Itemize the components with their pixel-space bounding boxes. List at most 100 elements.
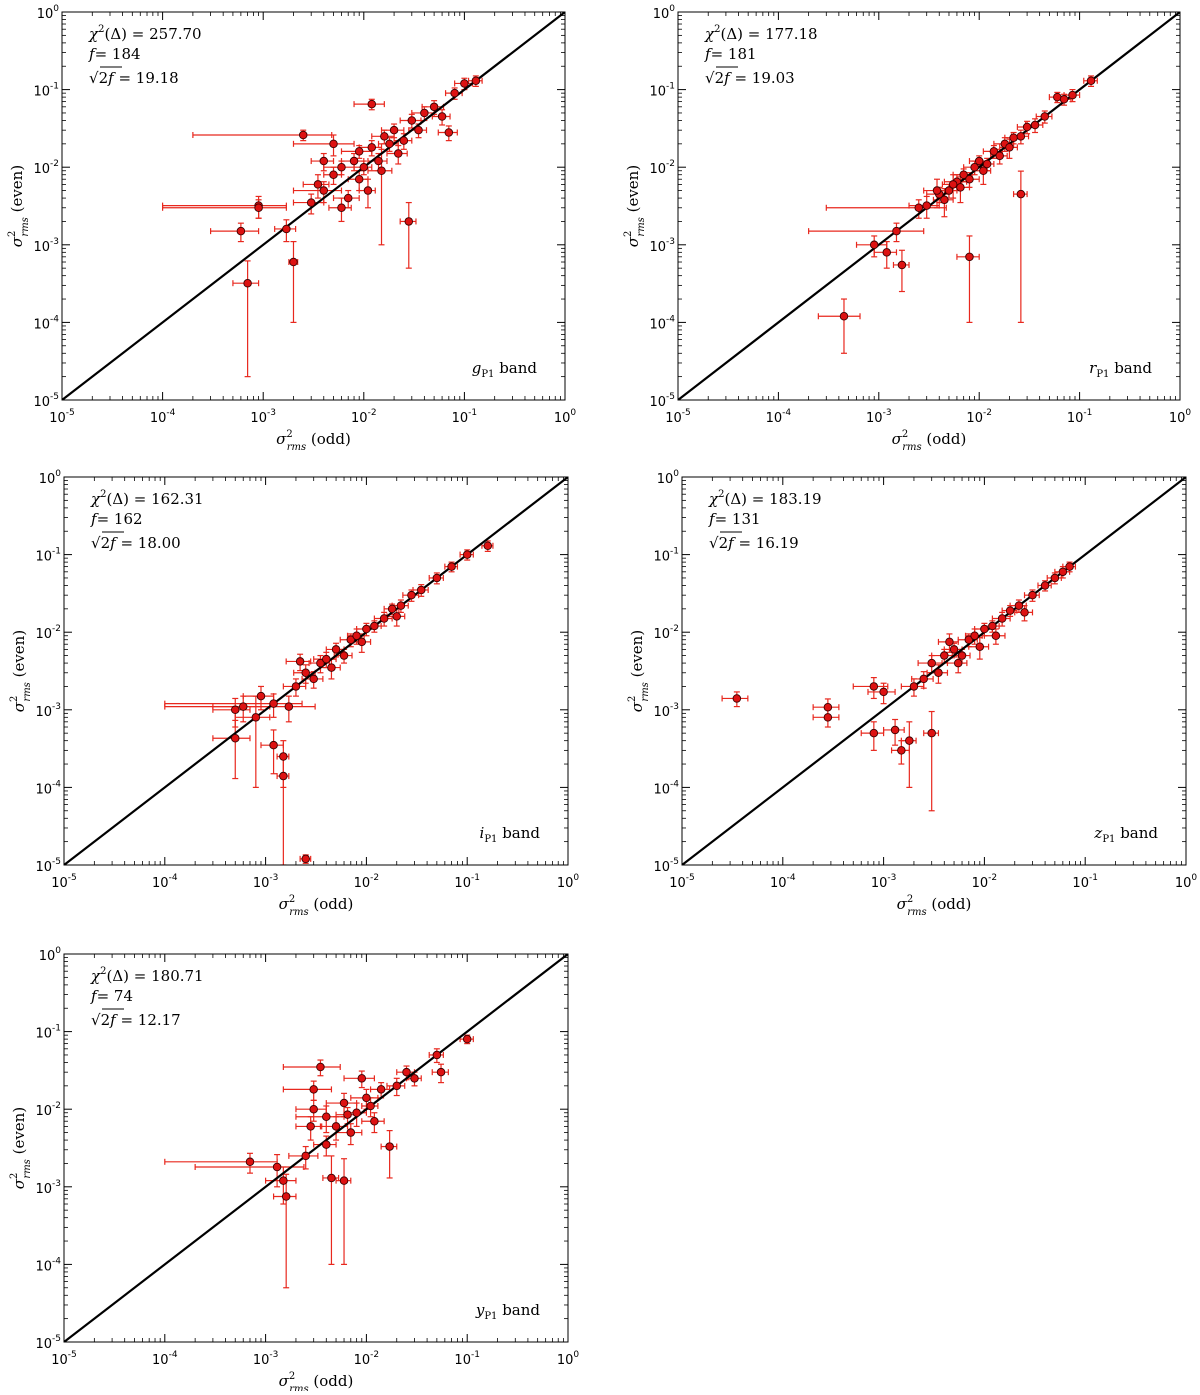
data-point (359, 162, 369, 172)
data-point (948, 180, 958, 189)
error-bar (817, 298, 861, 354)
chi2-annotation: χ2(Δ) = 180.71 (90, 966, 204, 985)
error-bar (260, 729, 284, 775)
data-point (343, 193, 353, 203)
data-point (306, 1122, 315, 1131)
data-point (823, 702, 833, 712)
x-tick-label: 10-1 (454, 1350, 480, 1368)
x-tick-label: 10-5 (665, 408, 691, 426)
x-tick-label: 10-4 (770, 873, 796, 891)
x-tick-label: 10-2 (354, 1350, 380, 1368)
data-point (327, 663, 336, 672)
error-bar (209, 222, 260, 243)
data-point (354, 174, 364, 184)
x-tick-label: 10-4 (152, 873, 178, 891)
plot-frame (63, 953, 569, 1343)
y-tick-label: 10-2 (649, 159, 675, 177)
data-point (339, 1098, 349, 1108)
panel-i-band: 10-510-5 10-4 10-4 10-3 10-3 10-2 10-2 10-1 10-1… (9, 469, 579, 918)
chi2-annotation: χ2(Δ) = 162.31 (90, 489, 204, 508)
x-tick-label: 10-2 (354, 873, 380, 891)
data-point (370, 1116, 379, 1126)
data-point (329, 170, 338, 179)
data-point (823, 713, 833, 722)
error-bar (322, 1155, 340, 1266)
y-axis-label: σ2 rms (even) (9, 1107, 33, 1189)
plot-frame (677, 11, 1181, 401)
data-point (279, 752, 288, 761)
data-point (1005, 143, 1014, 152)
error-bar (288, 240, 299, 323)
f-annotation: f= 184 (88, 45, 141, 63)
ticks (63, 476, 569, 866)
plot-area (64, 954, 568, 1342)
data-point (243, 278, 252, 288)
x-tick-label: 10-4 (152, 1350, 178, 1368)
x-tick-label: 10-3 (250, 408, 276, 426)
y-tick-label: 10-5 (35, 1334, 61, 1352)
data-point (407, 590, 416, 600)
data-point (331, 645, 341, 654)
data-point (298, 130, 308, 140)
data-point (343, 1110, 352, 1119)
ticks (677, 11, 1181, 401)
y-tick-label: 100 (39, 469, 62, 487)
y-tick-label: 10-4 (33, 314, 59, 332)
data-point (436, 1067, 446, 1077)
data-point (379, 614, 389, 623)
data-point (339, 1176, 349, 1185)
sqrt-annotation: √2f = 16.19 (709, 534, 799, 552)
y-tick-label: 10-4 (35, 1256, 61, 1274)
y-tick-label: 10-5 (33, 392, 59, 410)
error-bar (282, 678, 307, 697)
panel-g-band: 10-510-5 10-4 10-4 10-3 10-3 10-2 10-2 10-1 10-1… (7, 4, 576, 453)
data-point (997, 614, 1007, 623)
data-point (982, 159, 992, 169)
data-point (879, 687, 888, 697)
y-axis-label: σ2 rms (even) (7, 165, 31, 247)
error-bar (335, 1158, 352, 1266)
data-point (407, 116, 417, 125)
data-point (970, 162, 979, 172)
data-point (432, 1050, 442, 1060)
panel-r-band: 10-510-5 10-4 10-4 10-3 10-3 10-2 10-2 10-1 10-1… (623, 4, 1191, 453)
data-point (414, 125, 423, 135)
data-point (402, 1067, 411, 1077)
data-point (444, 128, 454, 137)
data-point (316, 658, 325, 668)
data-point (416, 585, 426, 595)
error-bar (399, 201, 417, 269)
data-point (927, 728, 936, 738)
data-point (1040, 112, 1050, 121)
y-tick-label: 10-1 (35, 1024, 61, 1042)
reference-line (64, 477, 568, 865)
data-point (282, 224, 291, 234)
data-point (940, 195, 949, 205)
data-point (957, 651, 967, 660)
data-point (1022, 122, 1032, 132)
data-point (301, 854, 310, 864)
error-bar (164, 693, 303, 718)
sqrt-annotation: √2f = 12.17 (91, 1011, 181, 1029)
x-tick-label: 10-1 (1072, 873, 1098, 891)
error-bar (232, 260, 260, 378)
error-bar (276, 753, 290, 865)
x-tick-label: 100 (554, 408, 577, 426)
data-point (366, 1101, 375, 1111)
chi2-annotation: χ2(Δ) = 257.70 (88, 24, 202, 43)
y-axis-label: σ2 rms (even) (623, 165, 647, 247)
data-point (291, 682, 301, 691)
data-point (367, 99, 377, 109)
x-tick-label: 10-1 (452, 408, 478, 426)
f-annotation: f= 162 (90, 510, 143, 528)
data-point (1030, 120, 1040, 130)
x-tick-label: 10-1 (1067, 408, 1093, 426)
y-tick-label: 10-4 (35, 779, 61, 797)
data-point (306, 198, 316, 207)
data-point (331, 1122, 341, 1131)
band-label: zP1 band (1093, 824, 1158, 845)
data-point (392, 1081, 401, 1091)
data-point (991, 631, 1001, 641)
